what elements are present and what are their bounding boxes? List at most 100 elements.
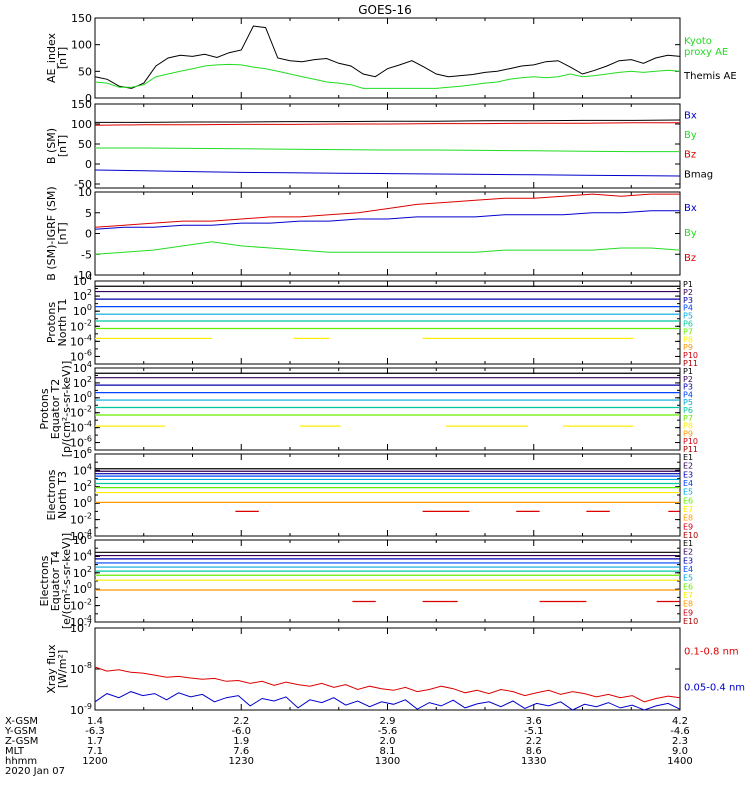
y-axis-label: Electrons (45, 469, 58, 520)
axis-row-value: 1230 (229, 756, 254, 767)
y-axis-label: Equator T2 (49, 379, 62, 439)
y-axis-label: Protons (38, 388, 51, 429)
axis-row-value: -5.6 (378, 726, 398, 737)
legend-P9: P9 (683, 343, 693, 352)
legend-P2: P2 (683, 375, 693, 384)
tick-exponent: 2 (87, 288, 92, 297)
tick-exponent: -2 (84, 318, 92, 327)
axis-row-value: 1400 (667, 756, 692, 767)
axis-row-label: X-GSM (5, 716, 38, 727)
legend-E6: E6 (683, 582, 693, 591)
panel-8: 10-7 10-8 10-9 Xray flux[W/m²] 0.1-0.8 nm 0.0… (45, 620, 745, 717)
y-axis-label: North T1 (56, 299, 69, 347)
axis-row-value: 2.3 (672, 736, 688, 747)
legend-E6: E6 (683, 496, 693, 505)
y-tick-label: 102 (73, 375, 92, 390)
legend-P2: P2 (683, 288, 693, 297)
panel-frame (94, 191, 681, 276)
date-label: 2020 Jan 07 (5, 766, 65, 777)
panel-frame (94, 280, 681, 365)
tick-exponent: 4 (87, 548, 92, 557)
axis-row-value: 8.1 (380, 746, 396, 757)
axis-row-value: 4.2 (672, 716, 688, 727)
axis-row-value: -5.1 (524, 726, 544, 737)
axis-row-value: 1330 (521, 756, 546, 767)
tick-exponent: -4 (84, 528, 92, 537)
legend-Kyoto-proxy-AE: proxy AE (684, 47, 728, 58)
legend-P3: P3 (683, 296, 693, 305)
series-line-0-1-0-8-nm (94, 666, 681, 703)
axis-row-label: Z-GSM (5, 736, 38, 747)
axis-row-label: hhmm (5, 756, 37, 767)
legend-E2: E2 (683, 462, 693, 471)
y-axis-label: Electrons (38, 555, 51, 606)
y-tick-label: 102 (73, 479, 92, 494)
y-tick-label: 100 (73, 390, 92, 405)
legend-E8: E8 (683, 514, 693, 523)
panel-frame (94, 17, 681, 99)
axis-row-value: 1300 (375, 756, 400, 767)
series-line-Bz (94, 193, 680, 228)
legend-P6: P6 (683, 406, 693, 415)
legend-By: By (684, 228, 697, 239)
tick-exponent: 0 (87, 303, 92, 312)
tick-exponent: -8 (84, 661, 92, 670)
y-axis-label: Protons (45, 302, 58, 343)
y-tick-label: 10-8 (70, 661, 92, 676)
tick-exponent: -6 (84, 435, 92, 444)
legend-Bz: Bz (684, 150, 696, 161)
y-tick-label: 100 (73, 581, 92, 596)
legend-E2: E2 (683, 548, 693, 557)
legend-Themis-AE: Themis AE (683, 71, 737, 82)
axis-row-value: 2.0 (380, 736, 396, 747)
legend-P8: P8 (683, 422, 693, 431)
y-tick-label: 10-2 (70, 405, 92, 420)
legend-By: By (684, 130, 697, 141)
y-tick-label: 0 (85, 92, 92, 105)
legend-P3: P3 (683, 383, 693, 392)
panel-frame (94, 367, 681, 451)
tick-exponent: -2 (84, 512, 92, 521)
legend-E8: E8 (683, 600, 693, 609)
axis-row-value: 1200 (82, 756, 107, 767)
panel-frame (94, 627, 681, 711)
legend-P5: P5 (683, 398, 693, 407)
plot-title: GOES-16 (358, 3, 412, 17)
tick-exponent: -4 (84, 420, 92, 429)
y-tick-label: 0 (85, 158, 92, 171)
series-line-Bx (94, 210, 680, 230)
y-tick-label: 50 (78, 65, 92, 78)
y-tick-label: 104 (73, 548, 92, 563)
tick-exponent: -7 (84, 620, 92, 629)
y-tick-label: 100 (73, 303, 92, 318)
y-tick-label: 10-9 (70, 702, 92, 717)
y-tick-label: 10-2 (70, 598, 92, 613)
axis-row-value: 1.9 (233, 736, 249, 747)
y-tick-label: 10-7 (70, 620, 92, 635)
legend-E5: E5 (683, 488, 693, 497)
tick-exponent: 6 (87, 446, 92, 455)
series-line-Bmag (95, 119, 681, 123)
tick-exponent: -2 (84, 598, 92, 607)
legend-P5: P5 (683, 312, 693, 321)
legend-P1: P1 (683, 367, 693, 376)
series-line-Bx (94, 169, 681, 177)
series-line-Bz (94, 122, 680, 126)
legend-P10: P10 (683, 351, 698, 360)
axis-row-label: Y-GSM (4, 726, 37, 737)
legend-E4: E4 (683, 565, 693, 574)
tick-exponent: 2 (87, 479, 92, 488)
y-axis-label: [nT] (56, 135, 69, 157)
y-tick-label: 100 (71, 39, 92, 52)
y-axis-label: [W/m²] (56, 650, 69, 688)
y-tick-label: 10-2 (70, 512, 92, 527)
tick-exponent: 6 (87, 532, 92, 541)
y-tick-label: 5 (85, 207, 92, 220)
legend-E9: E9 (683, 522, 693, 531)
series-line-0-05-0-4-nm (94, 691, 681, 711)
legend-E10: E10 (683, 531, 698, 540)
legend-P11: P11 (683, 445, 698, 454)
